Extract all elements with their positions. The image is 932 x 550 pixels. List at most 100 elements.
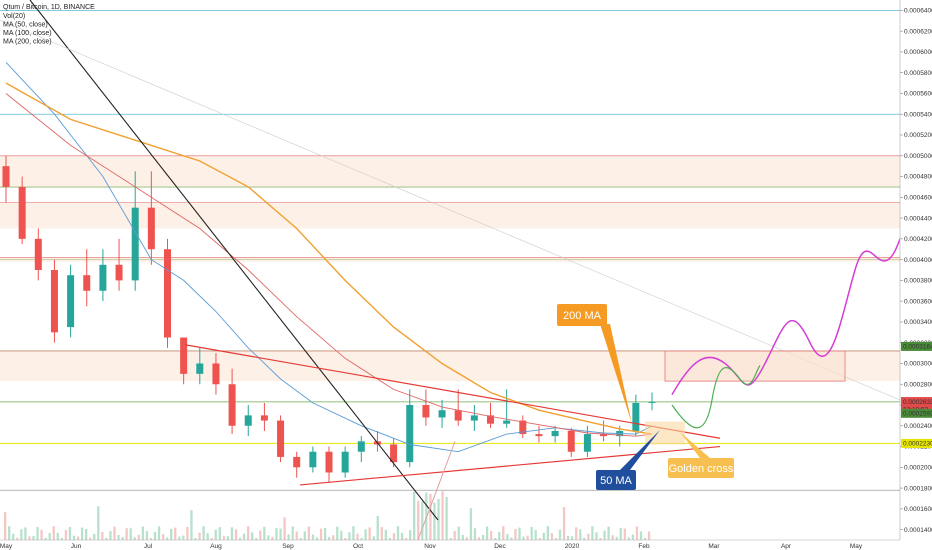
volume-bar [372,536,375,540]
volume-bar [97,506,100,540]
price-axis[interactable]: 0.0006400 0.0006200 0.0006000 0.0005800 0.00… [899,0,932,550]
volume-bar [433,502,436,540]
time-tick-label: Nov [424,543,436,550]
price-tick-label: 0.0002800 [904,381,932,388]
candle-body [131,207,139,281]
resistance-zone-2 [0,257,900,262]
volume-bar [218,527,221,540]
volume-bar [453,530,456,540]
volume-bar [328,536,331,540]
volume-bar [166,537,169,540]
volume-bar [534,530,537,540]
volume-bar [510,537,513,540]
volume-bar [4,512,7,540]
volume-bar [170,528,173,540]
ma200-line [5,82,653,435]
volume-bar [417,500,420,540]
price-tick-label: 0.0001400 [904,527,932,534]
volume-bar [413,491,416,540]
triangle-upper-line [184,344,721,439]
volume-bar [562,507,566,540]
volume-bar [68,526,72,540]
ma100-line [5,93,653,437]
volume-bar [76,536,80,540]
volume-bar [409,530,412,540]
volume-bar [267,535,270,540]
volume-bar [360,537,363,540]
volume-bar [60,538,63,540]
time-axis[interactable]: May Jun Jul Aug Sep Oct Nov Dec 2020 Feb Mar Apr May [0,539,900,550]
candle-body [260,415,268,421]
price-axis-background [900,0,932,550]
volume-bar [230,527,234,540]
volume-bar [226,536,230,540]
volume-bar [635,526,639,540]
volume-bar [490,530,493,540]
volume-bar [259,530,262,540]
volume-bar [546,526,549,540]
price-tick-label: 0.0006400 [904,8,932,15]
golden-cross-callout-pointer [680,432,710,458]
volume-bar [56,532,59,540]
ma200-callout [557,304,607,326]
time-tick-label: Jun [71,543,82,550]
price-badge-label: 0.0002230 [903,441,932,448]
volume-bar [210,537,213,540]
volume-bar [526,535,529,540]
volume-bar [465,537,468,540]
time-tick-label: Feb [638,543,650,550]
candle-body [551,430,559,437]
volume-bar [303,531,306,540]
candle-body [164,249,171,338]
candle-body [470,415,478,421]
volume-bar [190,510,193,540]
ma200-callout-pointer [600,324,632,424]
resistance-zone-0 [0,155,900,187]
price-tick-label: 0.0005800 [904,70,932,77]
price-tick-label: 0.0001800 [904,485,932,492]
volume-bar [623,528,626,540]
volume-bar [319,528,323,540]
candle-body [67,275,75,328]
volume-bar [323,527,327,540]
volume-bar [538,538,541,540]
volume-bar [178,536,181,540]
golden-cross-callout-label: Golden cross [669,463,734,475]
price-tick-label: 0.0004600 [904,195,932,202]
indicator-legend-line: MA (200, close) [3,39,52,46]
volume-spike-line [417,441,456,541]
volume-bar [275,527,278,540]
volume-bar [283,517,286,540]
volume-bar [161,534,165,540]
volume-bar [251,532,254,540]
alternative-projection [671,365,761,429]
time-tick-label: May [850,543,863,550]
price-badge [901,438,932,448]
volume-bar [174,527,177,540]
triangle-lower-line [299,445,721,486]
volume-bar [461,534,464,540]
price-tick-label: 0.0005000 [904,153,932,160]
volume-bar [400,532,404,540]
volume-bar [643,538,647,540]
volume-bars [4,491,651,540]
price-tick-label: 0.0002400 [904,423,932,430]
volume-bar [445,496,448,540]
candle-body [325,451,333,473]
volume-bar [542,532,545,540]
volume-bar [437,499,440,540]
volume-bar [145,531,149,540]
volume-bar [238,537,242,540]
volume-bar [518,527,521,540]
volume-bar [64,530,68,540]
volume-bar [631,534,635,540]
indicator-legend-line: MA (100, close) [3,30,52,37]
volume-bar [571,536,574,540]
volume-bar [595,532,598,540]
candle-body [519,420,527,435]
callouts: 200 MA 50 MA Golden cross [557,304,734,490]
volume-bar [137,534,140,540]
price-tick-label: 0.0004000 [904,257,932,264]
candle-body [583,434,591,452]
